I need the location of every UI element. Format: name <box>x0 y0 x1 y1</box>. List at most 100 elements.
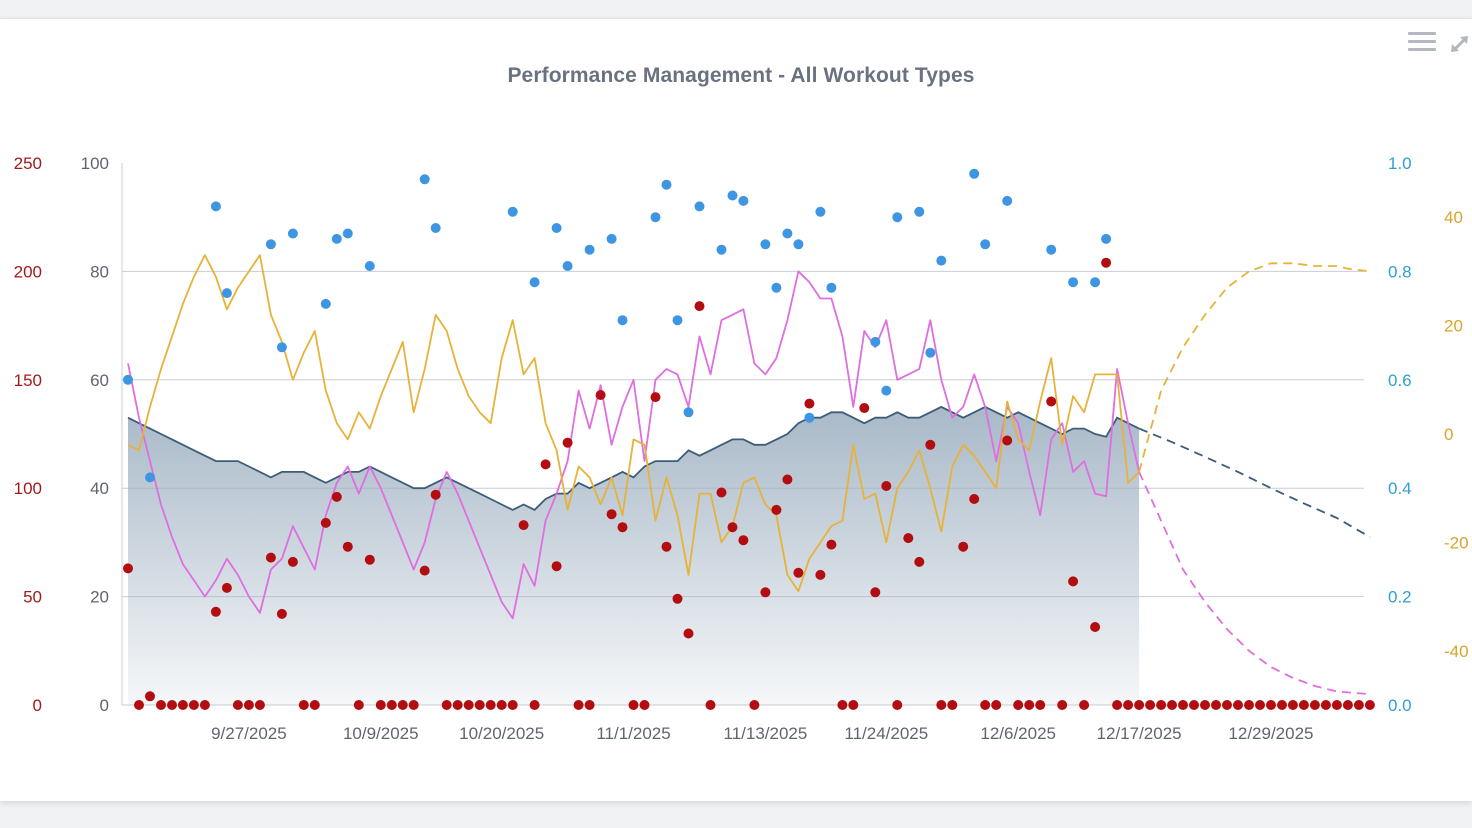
tss-point <box>177 700 188 710</box>
form-axis-tick: -20 <box>1444 533 1469 552</box>
tss-point <box>1046 396 1057 407</box>
tss-point <box>298 700 309 710</box>
form-tsb-line <box>127 254 1140 593</box>
chart-title: Performance Management - All Workout Typ… <box>507 64 975 87</box>
intensity-point <box>870 336 881 347</box>
intensity-point <box>716 244 727 255</box>
intensity-point <box>551 223 562 233</box>
intensity-point <box>782 228 793 239</box>
intensity-point <box>617 315 628 326</box>
intensity-point <box>145 472 155 483</box>
tss-point <box>1013 700 1024 710</box>
tss-point <box>254 700 265 710</box>
intensity-axis-tick: 0.4 <box>1388 479 1412 498</box>
form-axis-tick: 20 <box>1444 317 1463 336</box>
fitness-axis-tick: 40 <box>90 479 109 498</box>
intensity-point <box>727 190 738 201</box>
form-axis-tick: 40 <box>1444 208 1463 227</box>
tss-point <box>518 520 529 531</box>
intensity-point <box>331 233 342 244</box>
intensity-point <box>320 298 331 309</box>
fitness-ctl-line <box>127 405 1140 511</box>
tss-point <box>870 587 881 598</box>
tss-point <box>991 700 1002 710</box>
tss-point <box>309 700 320 710</box>
tss-point <box>694 301 705 312</box>
x-axis-tick: 10/9/2025 <box>343 724 419 743</box>
fitness-axis-tick: 60 <box>90 371 109 390</box>
tss-point <box>156 700 166 710</box>
tss-point <box>145 691 155 702</box>
form-projection-line <box>1138 262 1371 473</box>
intensity-point <box>221 288 232 299</box>
intensity-point <box>1002 195 1013 206</box>
intensity-point <box>925 347 936 358</box>
tss-point <box>1200 700 1210 710</box>
form-axis-tick: 0 <box>1444 425 1453 444</box>
intensity-point <box>815 206 826 217</box>
tss-point <box>826 539 837 550</box>
intensity-point <box>771 282 782 293</box>
intensity-point <box>914 206 925 217</box>
intensity-axis-tick: 0.0 <box>1388 696 1412 715</box>
intensity-point <box>123 374 133 385</box>
x-axis-tick: 10/20/2025 <box>459 724 544 743</box>
intensity-point <box>364 261 375 271</box>
tss-point <box>1079 700 1090 710</box>
tss-point <box>1068 576 1079 587</box>
tss-point <box>1167 700 1177 710</box>
tss-point <box>606 509 617 520</box>
tss-point <box>1320 700 1331 710</box>
tss-point <box>221 582 232 593</box>
tss-point <box>1353 700 1364 710</box>
tss-point <box>507 700 518 710</box>
intensity-axis-tick: 0.8 <box>1388 262 1412 281</box>
x-axis-tick: 11/24/2025 <box>844 724 928 743</box>
tss-point <box>1035 700 1046 710</box>
tss-point <box>628 700 639 710</box>
tss-point <box>584 700 595 710</box>
tss-point <box>123 563 133 574</box>
tss-point <box>650 392 661 403</box>
tss-point <box>1287 700 1298 710</box>
intensity-point <box>276 342 287 353</box>
tss-axis-tick: 0 <box>33 696 42 715</box>
form-axis-tick: -40 <box>1444 642 1469 661</box>
tss-point <box>1002 435 1013 446</box>
tss-point <box>947 700 958 710</box>
tss-point <box>529 700 540 710</box>
tss-point <box>199 700 210 710</box>
tss-point <box>1145 700 1156 710</box>
tss-point <box>1134 700 1145 710</box>
tss-point <box>474 700 485 710</box>
fitness-axis-tick: 100 <box>81 154 109 173</box>
intensity-point <box>1090 277 1101 288</box>
intensity-point <box>738 195 749 206</box>
tss-point <box>617 522 628 533</box>
x-axis-tick: 12/17/2025 <box>1097 724 1182 743</box>
hamburger-menu-icon[interactable] <box>1408 32 1436 54</box>
tss-point <box>287 556 298 567</box>
tss-point <box>276 608 287 619</box>
tss-point <box>936 700 947 710</box>
tss-point <box>485 700 496 710</box>
intensity-point <box>287 228 298 239</box>
tss-point <box>188 700 199 710</box>
expand-icon[interactable] <box>1448 30 1472 56</box>
tss-point <box>463 700 474 710</box>
tss-point <box>1233 700 1243 710</box>
tss-point <box>375 700 386 710</box>
tss-point <box>727 522 738 533</box>
intensity-point <box>265 239 276 250</box>
tss-point <box>430 489 441 500</box>
tss-point <box>914 556 925 567</box>
tss-point <box>452 700 463 710</box>
intensity-point <box>507 206 518 217</box>
tss-point <box>1364 700 1375 710</box>
tss-point <box>1090 622 1101 632</box>
tss-point <box>837 700 848 710</box>
tss-point <box>595 390 606 400</box>
tss-point <box>364 554 375 565</box>
intensity-point <box>793 239 804 250</box>
tss-point <box>804 398 815 409</box>
